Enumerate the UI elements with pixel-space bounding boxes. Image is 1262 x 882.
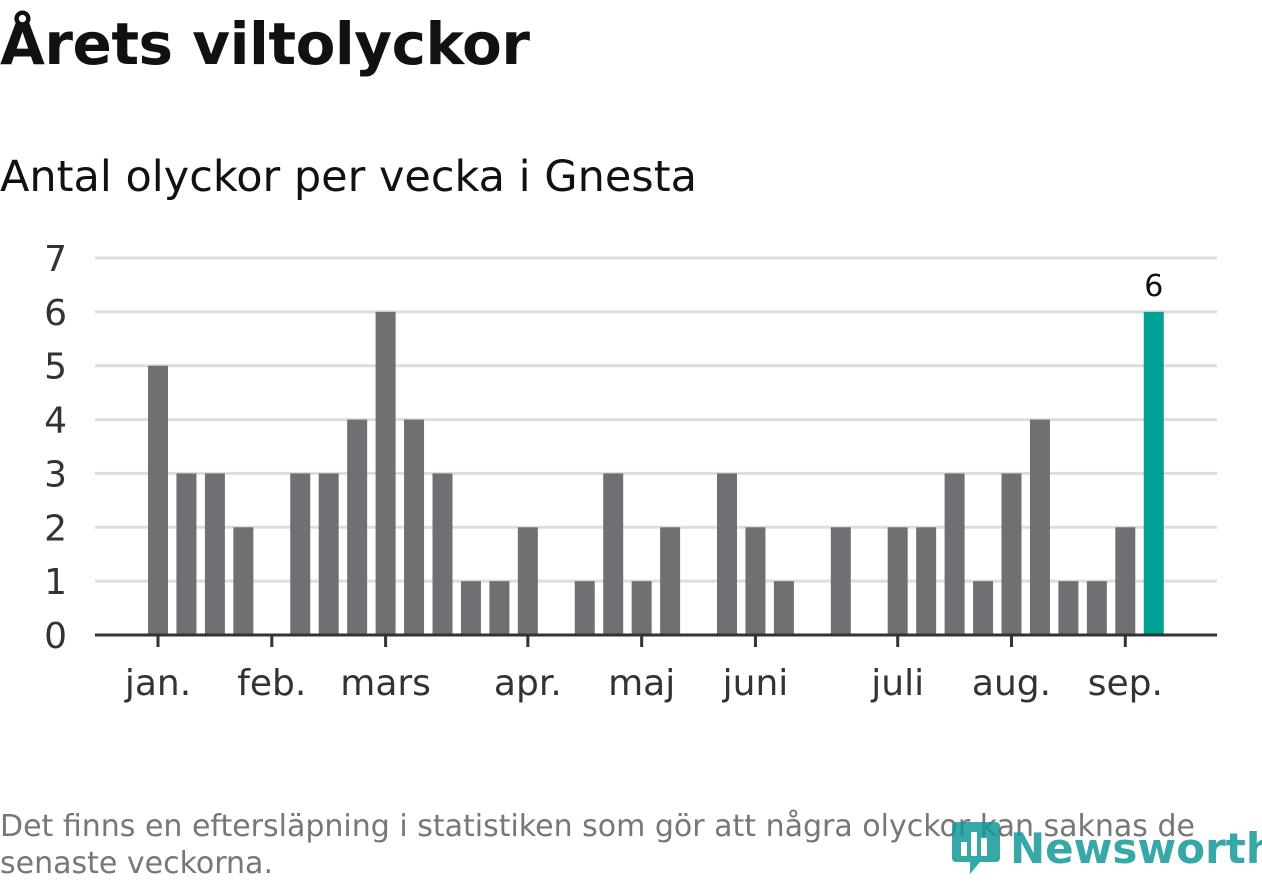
bar-chart-icon	[952, 822, 1000, 874]
y-tick-label: 1	[44, 562, 67, 603]
x-tick-label: aug.	[972, 663, 1051, 704]
bar	[631, 581, 652, 635]
y-tick-label: 6	[44, 293, 67, 334]
y-tick-label: 4	[44, 401, 67, 442]
chart-subtitle: Antal olyckor per vecka i Gnesta	[0, 152, 697, 202]
bar	[204, 473, 225, 635]
data-label: 6	[1144, 269, 1163, 304]
bar	[233, 527, 254, 635]
y-tick-label: 3	[44, 454, 67, 495]
x-tick-label: mars	[340, 663, 431, 704]
bar	[375, 311, 396, 635]
bar	[318, 473, 339, 635]
bar	[1115, 527, 1136, 635]
bar	[148, 365, 168, 635]
bar	[404, 419, 425, 635]
bar	[517, 527, 538, 635]
x-tick-label: apr.	[494, 663, 562, 704]
bar	[944, 473, 965, 635]
bar	[1029, 419, 1050, 635]
bar	[176, 473, 197, 635]
bar	[489, 581, 510, 635]
bar-chart: 0 1 2 3 4 5 6 7 6 jan. feb. mars apr. maj juni juli aug.…	[44, 239, 1217, 704]
x-tick-label: maj	[608, 663, 675, 704]
y-tick-label: 5	[44, 347, 67, 388]
bar	[1001, 473, 1022, 635]
bar-highlight	[1143, 311, 1164, 635]
bar	[347, 419, 368, 635]
y-tick-label: 7	[44, 239, 67, 280]
bar	[432, 473, 453, 635]
bar	[717, 473, 737, 635]
bar	[574, 581, 595, 635]
x-tick-label: jan.	[124, 663, 191, 704]
chart-title: Årets viltolyckor	[0, 10, 530, 78]
bar	[290, 473, 311, 635]
bar	[603, 473, 624, 635]
bar	[1086, 581, 1107, 635]
bar	[660, 527, 681, 635]
newsworthy-logo: Newsworthy	[950, 818, 1262, 878]
x-tick-label: sep.	[1088, 663, 1163, 704]
y-tick-label: 0	[44, 616, 67, 657]
bar	[973, 581, 994, 635]
x-tick-label: juli	[870, 663, 924, 704]
bar	[830, 527, 851, 635]
x-tick-label: feb.	[237, 663, 306, 704]
bar	[460, 581, 481, 635]
bar	[916, 527, 937, 635]
logo-text: Newsworthy	[1010, 823, 1262, 873]
bar	[1058, 581, 1079, 635]
bar	[887, 527, 908, 635]
bar	[745, 527, 766, 635]
bar	[773, 581, 794, 635]
y-tick-label: 2	[44, 508, 67, 549]
x-tick-label: juni	[722, 663, 789, 704]
